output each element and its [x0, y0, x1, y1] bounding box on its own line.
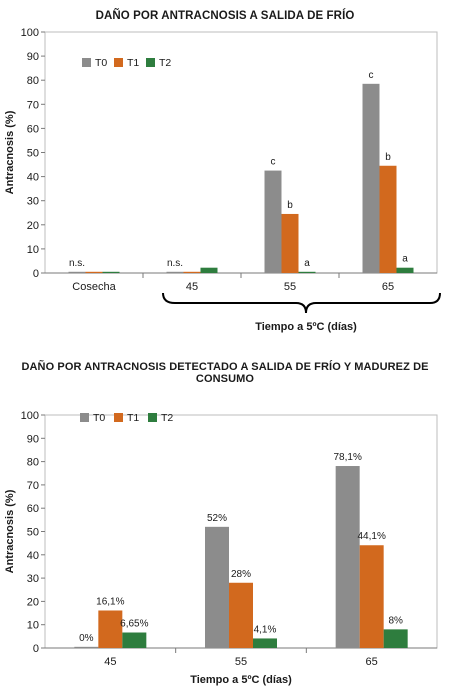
data-label: 52%	[207, 513, 227, 524]
bar-t2	[200, 267, 218, 273]
legend-swatch-t1	[114, 58, 123, 67]
bar-t0	[205, 526, 229, 648]
chart-title: DAÑO POR ANTRACNOSIS A SALIDA DE FRÍO	[95, 10, 355, 22]
legend-label-t1: T1	[127, 57, 139, 69]
legend-swatch-t2	[146, 58, 155, 67]
x-tick-label: Cosecha	[72, 281, 116, 293]
x-tick-label: 45	[186, 281, 198, 293]
bar-t1	[379, 165, 397, 273]
data-label: b	[287, 200, 293, 211]
bar-t1	[98, 610, 123, 648]
legend-label-t0: T0	[93, 412, 105, 424]
chart-title: DAÑO POR ANTRACNOSIS DETECTADO A SALIDA …	[21, 361, 429, 385]
bar-t1	[183, 271, 201, 273]
legend-swatch-t0	[82, 58, 91, 67]
bar-t2	[102, 271, 120, 273]
y-tick-label: 10	[27, 244, 39, 256]
y-tick-label: 70	[27, 480, 39, 492]
chart-bottom: DAÑO POR ANTRACNOSIS DETECTADO A SALIDA …	[0, 345, 450, 698]
bar-t0	[74, 646, 99, 648]
legend-label-t2: T2	[159, 57, 171, 69]
bar-t1	[85, 271, 103, 273]
bar-t2	[298, 271, 316, 273]
data-label: a	[304, 258, 310, 269]
y-tick-label: 30	[27, 573, 39, 585]
chart-bottom-plot: 0 10 20 30 40 50 60 70 80 90 100 Antracnosis (%) 45 0…	[4, 410, 438, 686]
data-label: n.s.	[167, 258, 183, 269]
legend-swatch-t2	[148, 413, 157, 422]
y-tick-label: 20	[27, 220, 39, 232]
y-tick-label: 80	[27, 75, 39, 87]
y-tick-label: 50	[27, 148, 39, 160]
legend-label-t0: T0	[95, 57, 107, 69]
bar-t1	[359, 545, 384, 648]
bar-t0	[68, 271, 86, 273]
x-axis-label: Tiempo a 5ºC (días)	[190, 674, 292, 686]
data-label: a	[402, 254, 408, 265]
y-tick-label: 20	[27, 596, 39, 608]
y-tick-label: 10	[27, 620, 39, 632]
x-axis-brace	[162, 292, 441, 314]
y-tick-label: 90	[27, 51, 39, 63]
x-tick-label: 45	[104, 656, 116, 668]
x-tick-label: 55	[284, 281, 296, 293]
y-tick-label: 0	[33, 268, 39, 280]
data-label: 6,65%	[120, 619, 148, 630]
data-label: b	[385, 152, 391, 163]
y-tick-label: 90	[27, 433, 39, 445]
y-axis-label: Antracnosis (%)	[4, 110, 16, 194]
data-label: n.s.	[69, 258, 85, 269]
y-tick-label: 60	[27, 503, 39, 515]
y-axis-label: Antracnosis (%)	[4, 489, 16, 573]
x-tick-label: 55	[235, 656, 247, 668]
bar-t0	[166, 271, 184, 273]
bar-t0	[335, 466, 360, 648]
y-tick-label: 40	[27, 550, 39, 562]
bar-t1	[281, 213, 299, 273]
data-label: 4,1%	[254, 624, 277, 635]
data-label: 44,1%	[357, 531, 385, 542]
data-label: c	[271, 157, 276, 168]
bar-t1	[229, 582, 253, 648]
bar-t2	[253, 638, 277, 648]
x-tick-label: 65	[366, 656, 378, 668]
y-tick-label: 30	[27, 196, 39, 208]
legend-label-t1: T1	[127, 412, 139, 424]
bar-t2	[396, 267, 414, 273]
y-tick-label: 50	[27, 527, 39, 539]
data-label: 28%	[231, 569, 251, 580]
y-tick-label: 100	[21, 410, 39, 422]
legend-swatch-t0	[80, 413, 89, 422]
data-label: 78,1%	[333, 452, 361, 463]
y-tick-label: 60	[27, 123, 39, 135]
data-label: 0%	[79, 633, 94, 644]
x-tick-label: 65	[382, 281, 394, 293]
legend-swatch-t1	[114, 413, 123, 422]
bar-t2	[122, 632, 147, 648]
y-tick-label: 70	[27, 99, 39, 111]
y-tick-label: 0	[33, 643, 39, 655]
data-label: 16,1%	[96, 596, 124, 607]
bar-t2	[383, 629, 408, 648]
chart-top-plot: 0 10 20 30 40 50 60 70 80 90 100 Antracnosis (%) Cos…	[4, 27, 441, 333]
y-tick-label: 40	[27, 172, 39, 184]
bar-t0	[362, 83, 380, 273]
bar-t0	[264, 170, 282, 273]
x-axis-label: Tiempo a 5ºC (días)	[255, 321, 357, 333]
chart-top: DAÑO POR ANTRACNOSIS A SALIDA DE FRÍO 0 1…	[0, 0, 450, 345]
data-label: 8%	[388, 615, 403, 626]
legend-label-t2: T2	[161, 412, 173, 424]
data-label: c	[369, 70, 374, 81]
y-tick-label: 80	[27, 457, 39, 469]
y-tick-label: 100	[21, 27, 39, 39]
